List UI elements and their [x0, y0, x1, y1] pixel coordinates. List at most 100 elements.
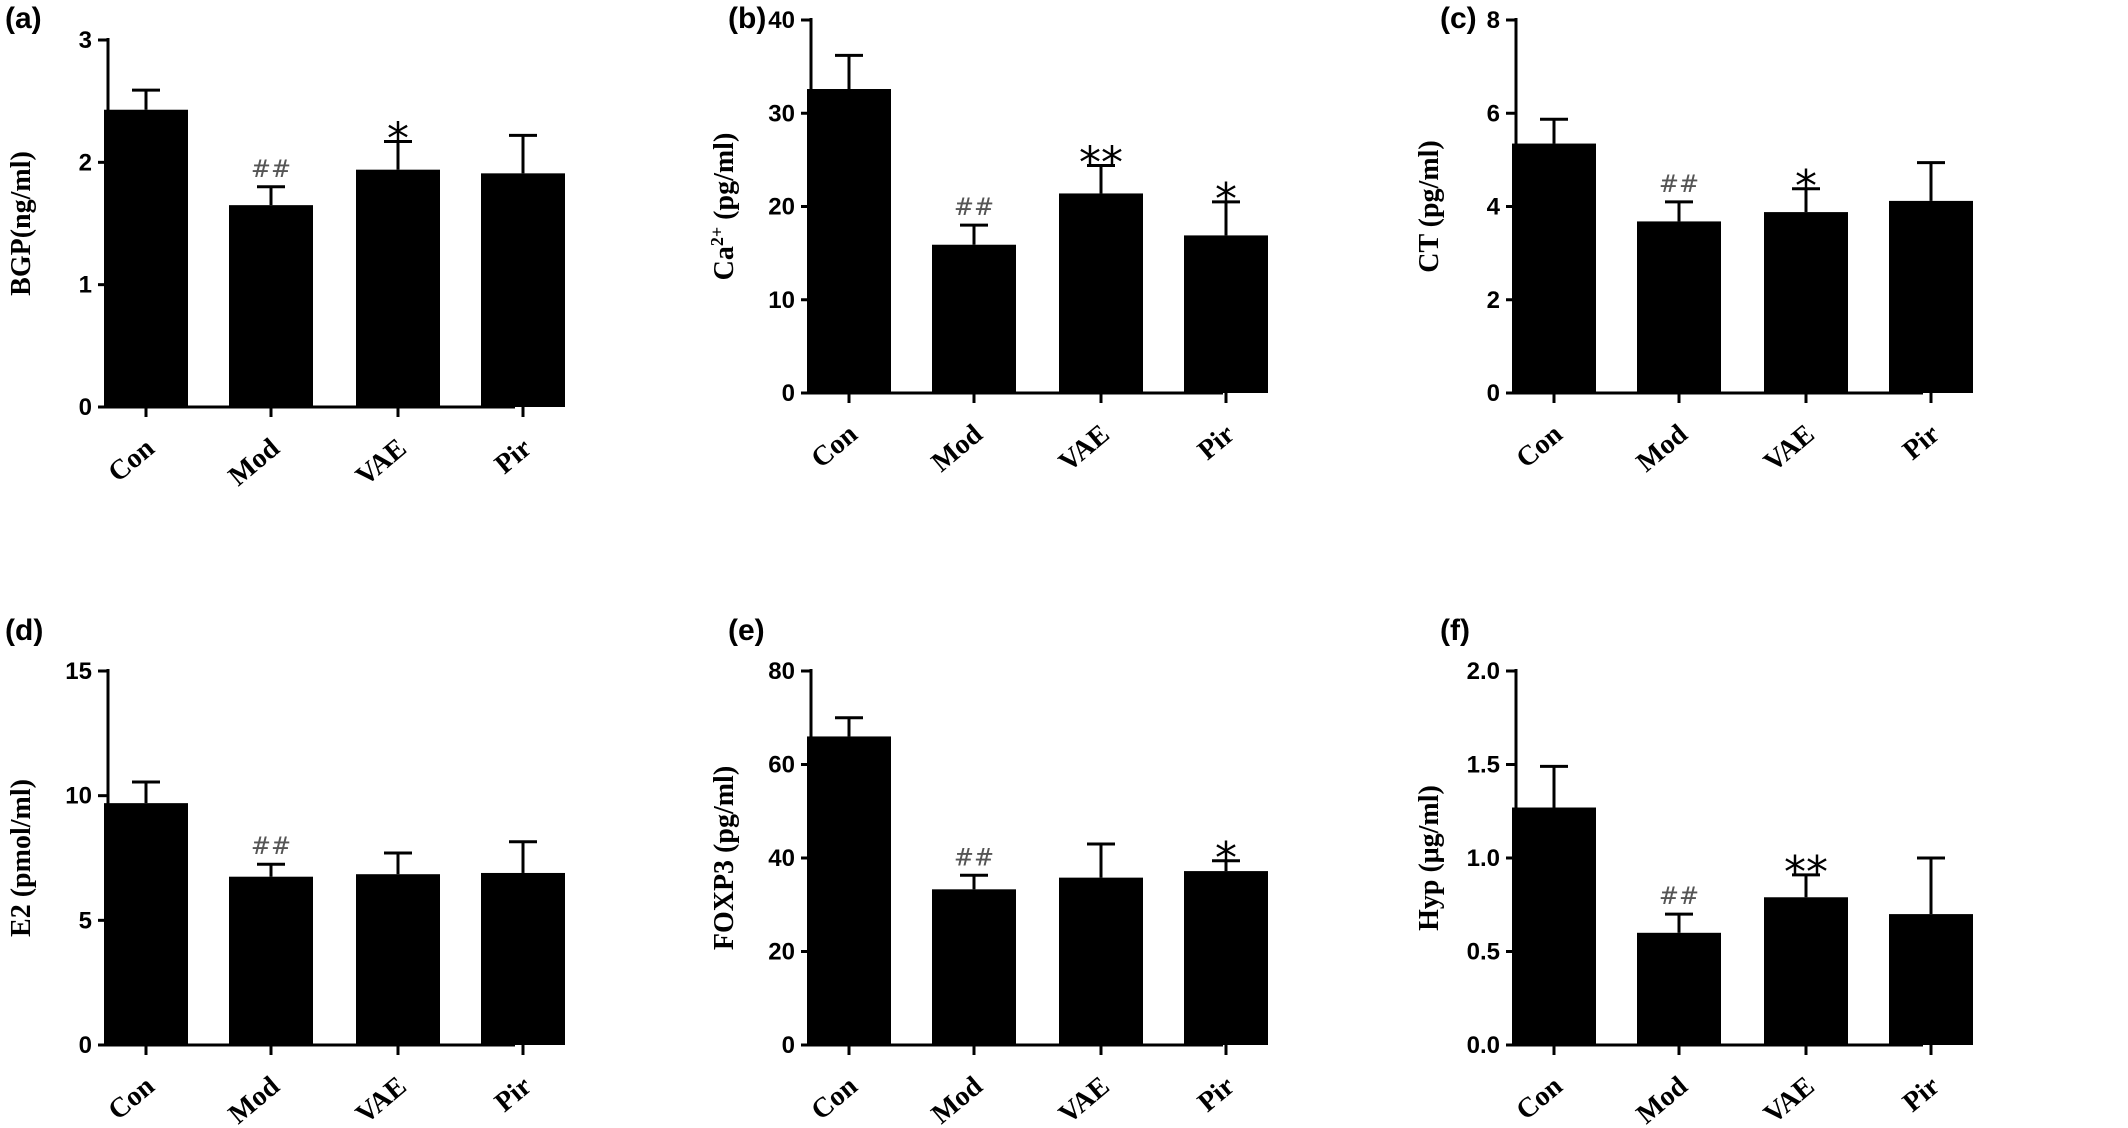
x-category-label: Mod	[223, 432, 286, 492]
x-category-label: Pir	[1897, 1071, 1946, 1119]
bar-con	[807, 89, 891, 393]
y-axis-title: FOXP3 (pg/ml)	[709, 766, 740, 950]
x-category-label: VAE	[1053, 1071, 1115, 1128]
x-category-label: VAE	[1758, 419, 1820, 478]
x-category-label: Mod	[1631, 418, 1694, 478]
significance-hash: ##	[954, 193, 994, 221]
panel-letter: (e)	[728, 614, 765, 647]
y-tick-label: 10	[768, 287, 795, 314]
y-tick-label: 4	[1487, 194, 1501, 221]
y-tick-label: 2	[1487, 287, 1500, 314]
x-category-label: Pir	[1897, 419, 1946, 467]
x-category-label: Con	[805, 1070, 863, 1126]
bar-pir	[1184, 871, 1268, 1045]
x-category-label: Con	[1510, 1070, 1568, 1126]
bar-con	[807, 736, 891, 1045]
chart-panel: (d) 0 5 10 15 E2 (pmol/ml) Con ## Mod VAE Pir	[5, 614, 565, 1128]
bar-vae	[1764, 212, 1848, 393]
x-category-label: Mod	[926, 1070, 989, 1128]
significance-hash: ##	[954, 843, 994, 871]
x-category-label: Mod	[926, 418, 989, 478]
y-tick-label: 2	[79, 149, 92, 176]
x-category-label: Con	[805, 418, 863, 474]
x-category-label: Pir	[1192, 1071, 1241, 1119]
significance-star: **	[1079, 137, 1123, 188]
bar-con	[104, 803, 188, 1045]
bar-con	[1512, 807, 1596, 1045]
significance-hash: ##	[251, 832, 291, 860]
x-category-label: Pir	[1192, 419, 1241, 467]
bar-mod	[1637, 221, 1721, 393]
significance-star: *	[1215, 833, 1237, 884]
bar-pir	[1889, 200, 1973, 393]
y-tick-label: 10	[65, 783, 92, 810]
y-axis-title: CT (pg/ml)	[1414, 140, 1445, 273]
panel-letter: (c)	[1440, 2, 1477, 35]
bar-mod	[932, 889, 1016, 1045]
y-tick-label: 1	[79, 272, 92, 299]
y-tick-label: 60	[768, 752, 795, 779]
significance-star: *	[1795, 161, 1817, 212]
x-category-label: Mod	[223, 1070, 286, 1128]
y-tick-label: 8	[1487, 7, 1500, 34]
bar-con	[104, 109, 188, 407]
y-tick-label: 5	[79, 907, 92, 934]
bar-mod	[1637, 932, 1721, 1045]
significance-star: *	[387, 114, 409, 165]
bar-vae	[1059, 877, 1143, 1045]
y-tick-label: 40	[768, 7, 795, 34]
chart-panel: (b) 0 10 20 30 40 Ca2+ (pg/ml) Con ## Mod ** VAE * Pi…	[707, 2, 1268, 478]
x-category-label: Pir	[489, 1071, 538, 1119]
y-tick-label: 3	[79, 27, 92, 54]
panel-letter: (d)	[5, 614, 43, 647]
y-axis-title: Hyp (μg/ml)	[1414, 785, 1445, 931]
y-tick-label: 15	[65, 658, 92, 685]
x-category-label: Con	[102, 432, 160, 488]
significance-star: *	[1215, 174, 1237, 225]
bar-pir	[481, 173, 565, 407]
y-tick-label: 80	[768, 658, 795, 685]
chart-panel: (c) 0 2 4 6 8 CT (pg/ml) Con ## Mod * VAE Pir	[1414, 2, 1973, 478]
y-axis-title: BGP(ng/ml)	[6, 151, 37, 296]
x-category-label: Con	[102, 1070, 160, 1126]
y-tick-label: 0	[782, 1032, 795, 1059]
significance-star: **	[1784, 847, 1828, 898]
y-tick-label: 2.0	[1467, 658, 1500, 685]
chart-panel: (a) 0 1 2 3 BGP(ng/ml) Con ## Mod * VAE Pir	[5, 2, 565, 492]
bar-vae	[356, 874, 440, 1045]
y-tick-label: 30	[768, 100, 795, 127]
bar-pir	[481, 872, 565, 1045]
x-category-label: VAE	[1758, 1071, 1820, 1128]
y-tick-label: 0.0	[1467, 1032, 1500, 1059]
x-category-label: VAE	[350, 1071, 412, 1128]
y-axis-title: Ca2+ (pg/ml)	[707, 133, 740, 281]
y-tick-label: 40	[768, 845, 795, 872]
y-tick-label: 6	[1487, 100, 1500, 127]
x-category-label: Pir	[489, 433, 538, 481]
panel-letter: (a)	[5, 2, 42, 35]
x-category-label: Con	[1510, 418, 1568, 474]
y-tick-label: 0	[79, 394, 92, 421]
y-tick-label: 0.5	[1467, 939, 1500, 966]
y-tick-label: 0	[782, 380, 795, 407]
bar-con	[1512, 143, 1596, 393]
chart-panel: (e) 0 20 40 60 80 FOXP3 (pg/ml) Con ## Mod VAE * Pir	[709, 614, 1268, 1128]
y-tick-label: 1.0	[1467, 845, 1500, 872]
bar-mod	[932, 244, 1016, 393]
y-tick-label: 20	[768, 939, 795, 966]
y-tick-label: 0	[79, 1032, 92, 1059]
bar-pir	[1184, 235, 1268, 393]
significance-hash: ##	[1659, 170, 1699, 198]
x-category-label: VAE	[350, 433, 412, 492]
bar-vae	[1764, 897, 1848, 1045]
bar-mod	[229, 205, 313, 407]
x-category-label: Mod	[1631, 1070, 1694, 1128]
y-tick-label: 0	[1487, 380, 1500, 407]
bar-vae	[1059, 193, 1143, 393]
bar-pir	[1889, 914, 1973, 1045]
x-category-label: VAE	[1053, 419, 1115, 478]
significance-hash: ##	[251, 155, 291, 183]
significance-hash: ##	[1659, 882, 1699, 910]
y-tick-label: 1.5	[1467, 752, 1500, 779]
